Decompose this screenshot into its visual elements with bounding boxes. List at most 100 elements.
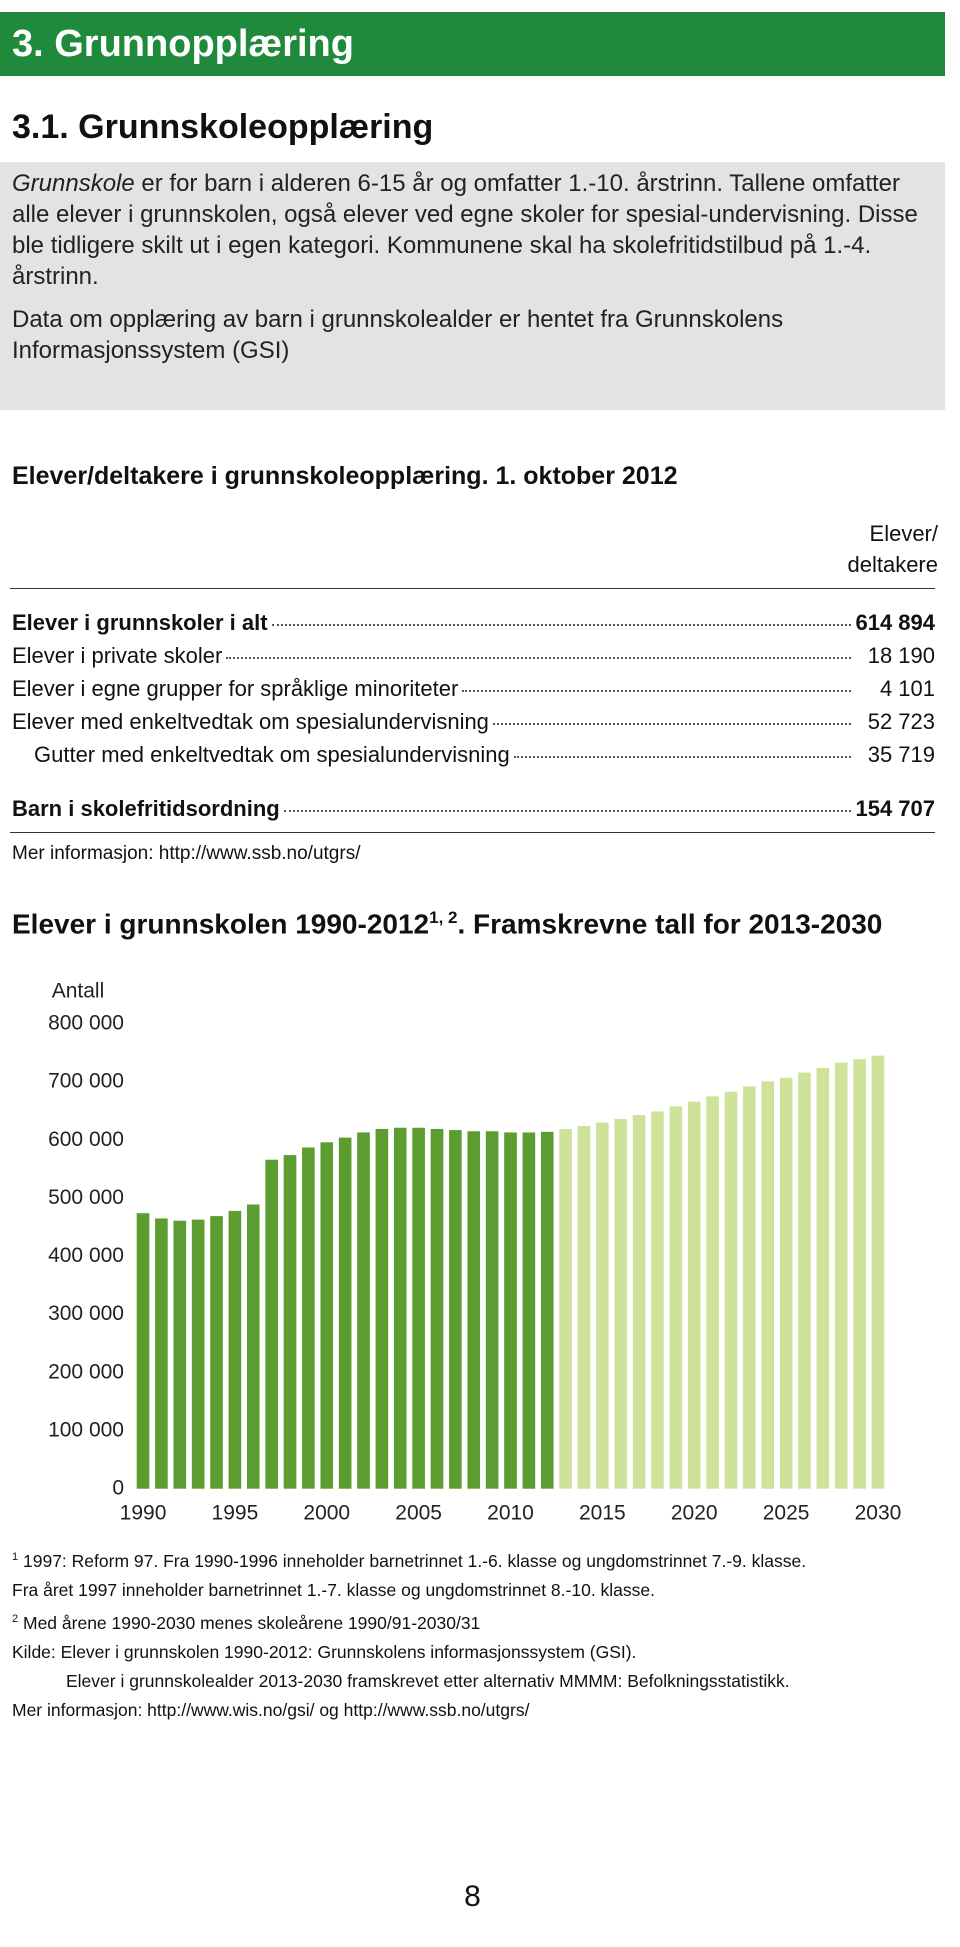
source: Elever i grunnskolealder 2013-2030 frams… [66,1670,790,1691]
y-tick-label: 200 000 [48,1360,124,1383]
bar [430,1128,444,1490]
y-tick-label: 700 000 [48,1070,124,1093]
y-axis-label: Antall [52,980,105,1003]
rule [10,588,935,589]
x-tick-label: 2030 [855,1502,902,1525]
intro-text: er for barn i alderen 6-15 år og omfatte… [12,170,918,290]
more-info: Mer informasjon: http://www.wis.no/gsi/ … [12,1699,530,1720]
bar [650,1110,665,1490]
bar [338,1137,353,1490]
bar [374,1128,389,1490]
bar [301,1146,316,1490]
bar [191,1218,206,1490]
chart-title: Elever i grunnskolen 1990-20121, 2. Fram… [12,908,882,940]
row-value: 35 719 [867,742,935,767]
bar [521,1131,536,1490]
bar [136,1212,150,1490]
bar [595,1121,610,1490]
bar [540,1131,555,1490]
source: Kilde: Elever i grunnskolen 1990-2012: G… [12,1641,637,1662]
bar [393,1127,408,1490]
bar [172,1220,187,1490]
y-tick-label: 500 000 [48,1186,124,1209]
dot-leader [513,756,851,758]
bar [668,1105,683,1490]
bar [283,1154,297,1490]
y-tick-label: 800 000 [48,1012,124,1035]
section-title: 3. Grunnopplæring [0,12,945,76]
row-value: 4 101 [879,676,935,701]
bar [852,1058,867,1490]
bar [797,1071,812,1490]
bar [448,1129,463,1490]
bar [264,1159,279,1490]
dot-leader [226,657,851,659]
y-tick-label: 600 000 [48,1128,124,1151]
bar [411,1127,426,1490]
table-row: Gutter med enkeltvedtak om spesialunderv… [12,742,935,768]
bar [246,1203,261,1490]
row-label: Barn i skolefritidsordning [12,796,280,821]
footnote: Fra året 1997 inneholder barnetrinnet 1.… [12,1579,656,1600]
row-label: Gutter med enkeltvedtak om spesialunderv… [34,742,510,767]
x-tick-label: 2025 [763,1502,810,1525]
row-label: Elever i grunnskoler i alt [12,610,268,635]
y-tick-label: 400 000 [48,1244,124,1267]
x-tick-label: 1990 [120,1502,167,1525]
bar [558,1128,573,1490]
intro-paragraph: Data om opplæring av barn i grunnskoleal… [12,306,784,364]
row-value: 614 894 [855,610,935,635]
bar [227,1210,242,1490]
intro-paragraph: Grunnskole er for barn i alderen 6-15 år… [12,168,933,292]
footnotes: 1 1997: Reform 97. Fra 1990-1996 innehol… [12,1543,806,1725]
bar [632,1114,647,1490]
x-tick-label: 2010 [487,1502,534,1525]
footnote: 2 Med årene 1990-2030 menes skoleårene 1… [12,1605,806,1638]
intro-term: Grunnskole [12,170,135,197]
chart-title-suffix: . Framskrevne tall for 2013-2030 [457,908,883,940]
x-tick-label: 1995 [212,1502,259,1525]
bar [871,1055,885,1490]
bar [815,1067,830,1490]
bar [485,1130,500,1490]
bar [466,1130,481,1490]
footnote-number: 1 [12,1551,19,1563]
bar [613,1118,628,1490]
intro-box: Grunnskole er for barn i alderen 6-15 år… [0,162,945,410]
row-value: 18 190 [867,643,935,668]
column-header: Elever/ deltakere [847,521,938,577]
subsection-title: 3.1. Grunnskoleopplæring [12,108,434,146]
x-tick-label: 2020 [671,1502,718,1525]
rule [10,832,935,833]
chart: Antall 0 100 000 200 000 300 000 400 000 500 … [48,980,902,1525]
row-label: Elever i private skoler [12,643,223,668]
dot-leader [462,690,851,692]
table-row: Elever i egne grupper for språklige mino… [12,676,935,702]
bar [577,1125,591,1490]
dot-leader [271,624,851,626]
table-row: Elever i private skoler 18 190 [12,643,935,669]
footnote-number: 2 [12,1612,19,1625]
bar [319,1141,334,1490]
bar [705,1095,720,1490]
bar [687,1101,702,1490]
table-title: Elever/deltakere i grunnskoleopplæring. … [12,462,678,490]
y-tick-label: 100 000 [48,1418,124,1441]
table-note: Mer informasjon: http://www.ssb.no/utgrs… [12,843,361,864]
table-row: Elever med enkeltvedtak om spesialunderv… [12,709,935,735]
x-tick-label: 2000 [303,1502,350,1525]
bar [503,1131,518,1490]
footnote-text: 1997: Reform 97. Fra 1990-1996 inneholde… [23,1550,807,1571]
bar [834,1062,849,1490]
footnote: 1 1997: Reform 97. Fra 1990-1996 innehol… [12,1543,806,1576]
table-row: Barn i skolefritidsordning 154 707 [12,796,935,822]
chart-title-footnote: 1, 2 [429,908,458,927]
dot-leader [492,723,851,725]
table-row: Elever i grunnskoler i alt 614 894 [12,610,935,636]
row-label: Elever i egne grupper for språklige mino… [12,676,459,701]
bar [724,1091,738,1490]
x-tick-label: 2005 [395,1502,442,1525]
bar [760,1080,775,1490]
row-value: 154 707 [855,796,935,821]
